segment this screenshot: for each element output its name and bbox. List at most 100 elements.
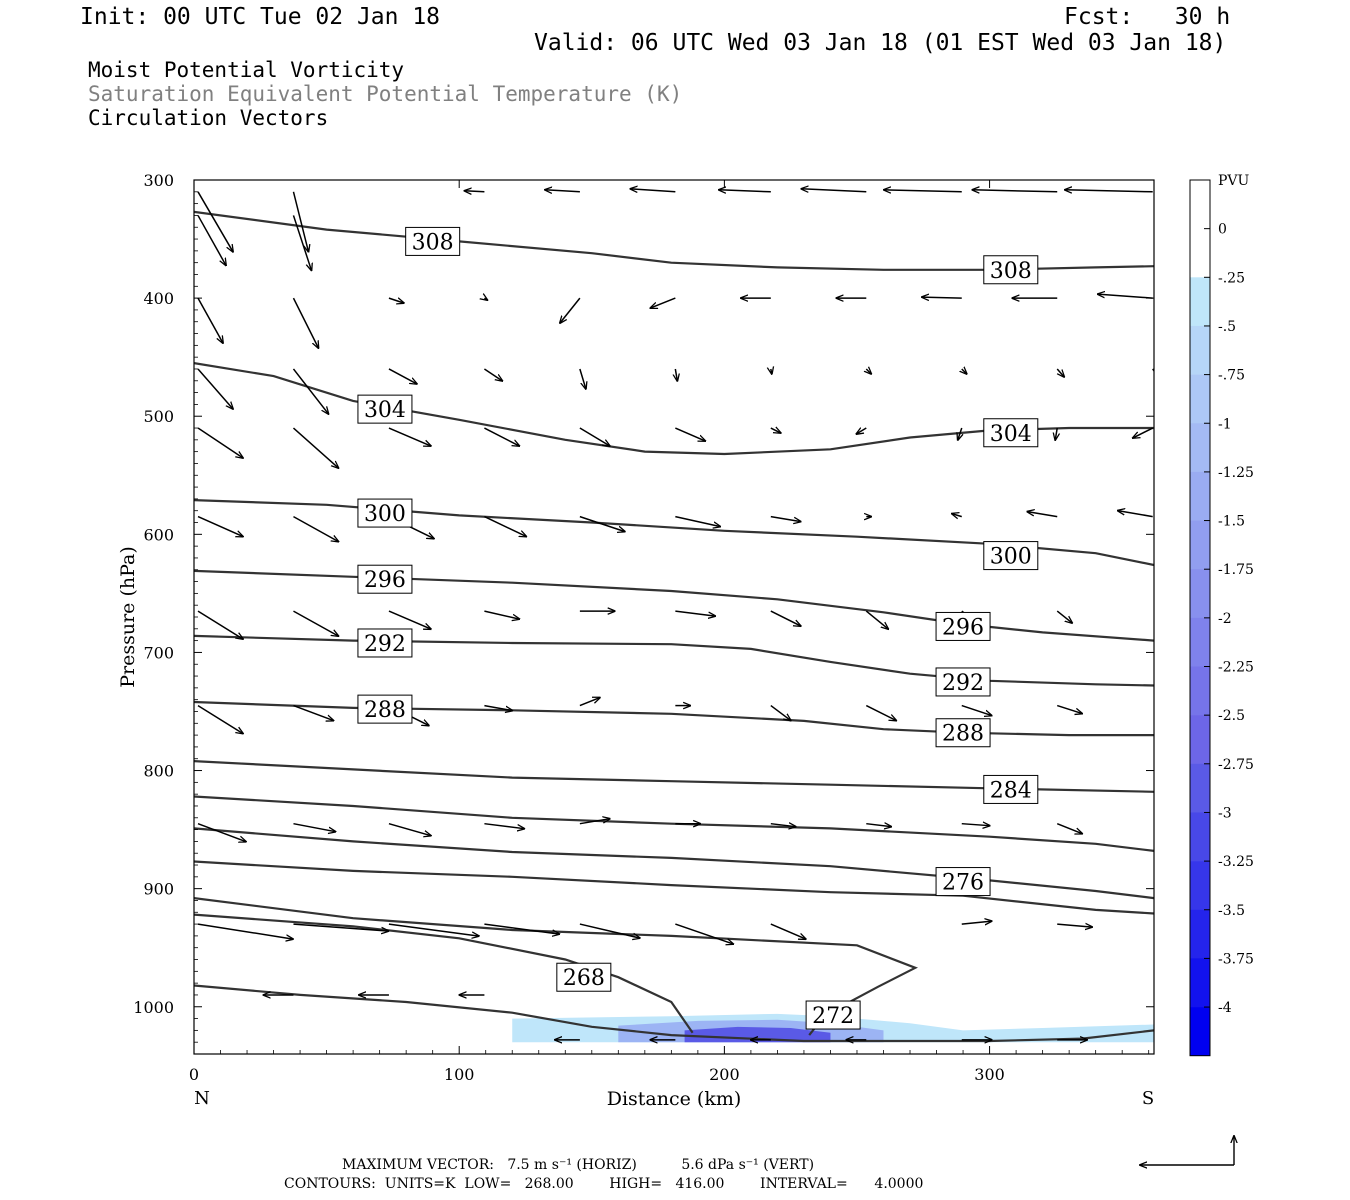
circulation-vector: [675, 923, 733, 944]
contour-label-box: [405, 226, 461, 256]
contour-label-box: [556, 962, 612, 992]
circulation-vector: [579, 515, 625, 532]
contour-label: 296: [942, 615, 984, 640]
circulation-vector: [1056, 822, 1082, 834]
contour-label: 304: [990, 422, 1032, 447]
circulation-vector: [197, 297, 223, 343]
contour-label: 292: [942, 671, 984, 696]
circulation-vector: [961, 704, 992, 716]
contour-label-box: [357, 628, 413, 658]
circulation-vector: [484, 610, 519, 619]
y-tick-label: 700: [143, 643, 174, 662]
colorbar-level-label: -2.5: [1218, 708, 1245, 724]
y-tick-label: 400: [143, 289, 174, 308]
colorbar-swatch: [1190, 666, 1210, 716]
colorbar-swatch: [1190, 277, 1210, 327]
contour-label-box: [805, 1000, 861, 1030]
theta-es-contour: [194, 860, 1154, 915]
theta-es-contour: [194, 634, 1154, 687]
circulation-vector: [388, 368, 417, 384]
contour-label: 300: [990, 545, 1032, 570]
y-tick-label: 1000: [133, 998, 174, 1017]
circulation-vector: [292, 427, 338, 468]
circulation-vector: [1098, 294, 1153, 299]
circulation-vector: [770, 923, 806, 939]
x-end-label-north: N: [194, 1088, 210, 1109]
circulation-vector: [579, 698, 600, 707]
valid-time: Valid: 06 UTC Wed 03 Jan 18 (01 EST Wed …: [534, 30, 1227, 56]
contour-info: CONTOURS: UNITS=K LOW= 268.00 HIGH= 416.…: [284, 1176, 924, 1192]
circulation-vector: [484, 515, 526, 537]
circulation-vector: [675, 610, 715, 616]
colorbar-level-label: -1.25: [1218, 465, 1254, 481]
circulation-vector: [1118, 511, 1153, 518]
colorbar-level-label: -3: [1218, 805, 1232, 821]
circulation-vector: [197, 191, 233, 252]
circulation-vector: [771, 369, 772, 374]
circulation-vector: [961, 921, 992, 924]
init-time: Init: 00 UTC Tue 02 Jan 18: [80, 4, 441, 30]
circulation-vector: [197, 427, 243, 458]
circulation-vector: [650, 297, 676, 308]
colorbar-level-label: 0: [1218, 222, 1227, 238]
y-tick-label: 600: [143, 525, 174, 544]
colorbar-level-label: -.25: [1218, 270, 1245, 286]
contour-label: 300: [364, 502, 406, 527]
colorbar-swatch: [1190, 569, 1210, 619]
circulation-vector: [675, 515, 720, 527]
circulation-vector: [865, 704, 896, 721]
colorbar-swatch: [1190, 958, 1210, 1008]
contour-label-box: [357, 498, 413, 528]
contour-label-box: [935, 667, 991, 697]
theta-es-contour: [194, 827, 1154, 900]
circulation-vector: [630, 189, 676, 192]
circulation-vector: [483, 368, 502, 381]
circulation-vector: [388, 822, 431, 836]
colorbar-swatch: [1190, 715, 1210, 765]
circulation-vector: [292, 297, 318, 348]
contour-label-box: [357, 564, 413, 594]
circulation-vector: [972, 190, 1058, 192]
x-tick-label: 0: [189, 1065, 199, 1084]
y-tick-label: 900: [143, 880, 174, 899]
y-tick-label: 800: [143, 762, 174, 781]
colorbar-swatch: [1190, 228, 1210, 278]
circulation-vector: [292, 368, 328, 414]
circulation-vector: [865, 610, 888, 629]
theta-es-contour: [194, 210, 1154, 271]
circulation-vector: [293, 610, 338, 636]
contour-label: 272: [812, 1004, 854, 1029]
colorbar-swatch: [1190, 909, 1210, 959]
contour-label-box: [983, 541, 1039, 571]
circulation-vector: [770, 824, 796, 827]
circulation-vector: [197, 610, 243, 639]
circulation-vector: [293, 822, 335, 832]
circulation-vector: [484, 427, 519, 446]
contour-label-box: [935, 611, 991, 641]
circulation-vector: [1056, 610, 1072, 623]
circulation-vector: [962, 369, 967, 374]
circulation-vector: [961, 824, 990, 826]
x-tick-label: 100: [444, 1065, 475, 1084]
circulation-vector: [197, 704, 243, 734]
circulation-vector: [770, 428, 781, 433]
circulation-vector: [675, 368, 677, 381]
colorbar-level-label: -1: [1218, 416, 1232, 432]
circulation-vector: [1055, 427, 1057, 440]
theta-es-contour: [194, 913, 694, 1034]
circulation-vector: [1065, 190, 1153, 192]
contour-label: 268: [563, 966, 605, 991]
contour-label-box: [357, 394, 413, 424]
circulation-vector: [922, 297, 962, 298]
circulation-vector: [464, 191, 485, 192]
colorbar-title: PVU: [1218, 173, 1250, 189]
plot-frame: [193, 179, 1155, 1055]
colorbar-level-label: -3.75: [1218, 951, 1254, 967]
colorbar-swatch: [1190, 763, 1210, 813]
circulation-vector: [293, 704, 333, 721]
colorbar-level-label: -.75: [1218, 368, 1245, 384]
circulation-vector: [579, 427, 610, 446]
circulation-vector: [1056, 368, 1064, 377]
y-axis-title: Pressure (hPa): [117, 546, 139, 688]
circulation-vector: [197, 822, 246, 842]
